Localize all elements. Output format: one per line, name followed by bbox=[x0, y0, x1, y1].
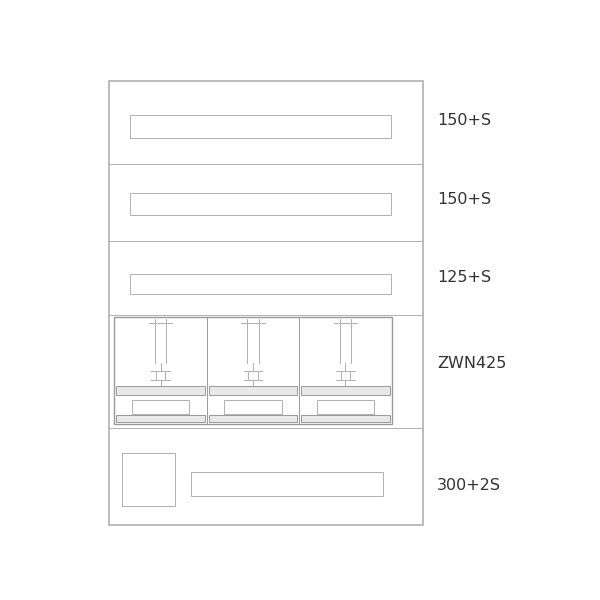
Bar bbox=[132, 400, 189, 414]
Text: ZWN425: ZWN425 bbox=[437, 356, 506, 371]
Bar bbox=[130, 193, 391, 215]
Bar bbox=[317, 400, 374, 414]
Text: 125+S: 125+S bbox=[437, 270, 491, 285]
Bar bbox=[209, 415, 298, 422]
Bar bbox=[115, 317, 392, 424]
Bar bbox=[109, 81, 423, 525]
Text: 300+2S: 300+2S bbox=[437, 478, 501, 493]
Bar bbox=[191, 472, 383, 496]
Bar bbox=[116, 415, 205, 422]
Bar bbox=[301, 415, 390, 422]
Bar bbox=[122, 453, 175, 506]
Bar bbox=[130, 115, 391, 137]
Bar bbox=[209, 386, 298, 395]
Bar bbox=[301, 386, 390, 395]
Bar bbox=[224, 400, 281, 414]
Text: 150+S: 150+S bbox=[437, 191, 491, 206]
Bar bbox=[130, 274, 391, 294]
Text: 150+S: 150+S bbox=[437, 113, 491, 128]
Bar bbox=[116, 386, 205, 395]
